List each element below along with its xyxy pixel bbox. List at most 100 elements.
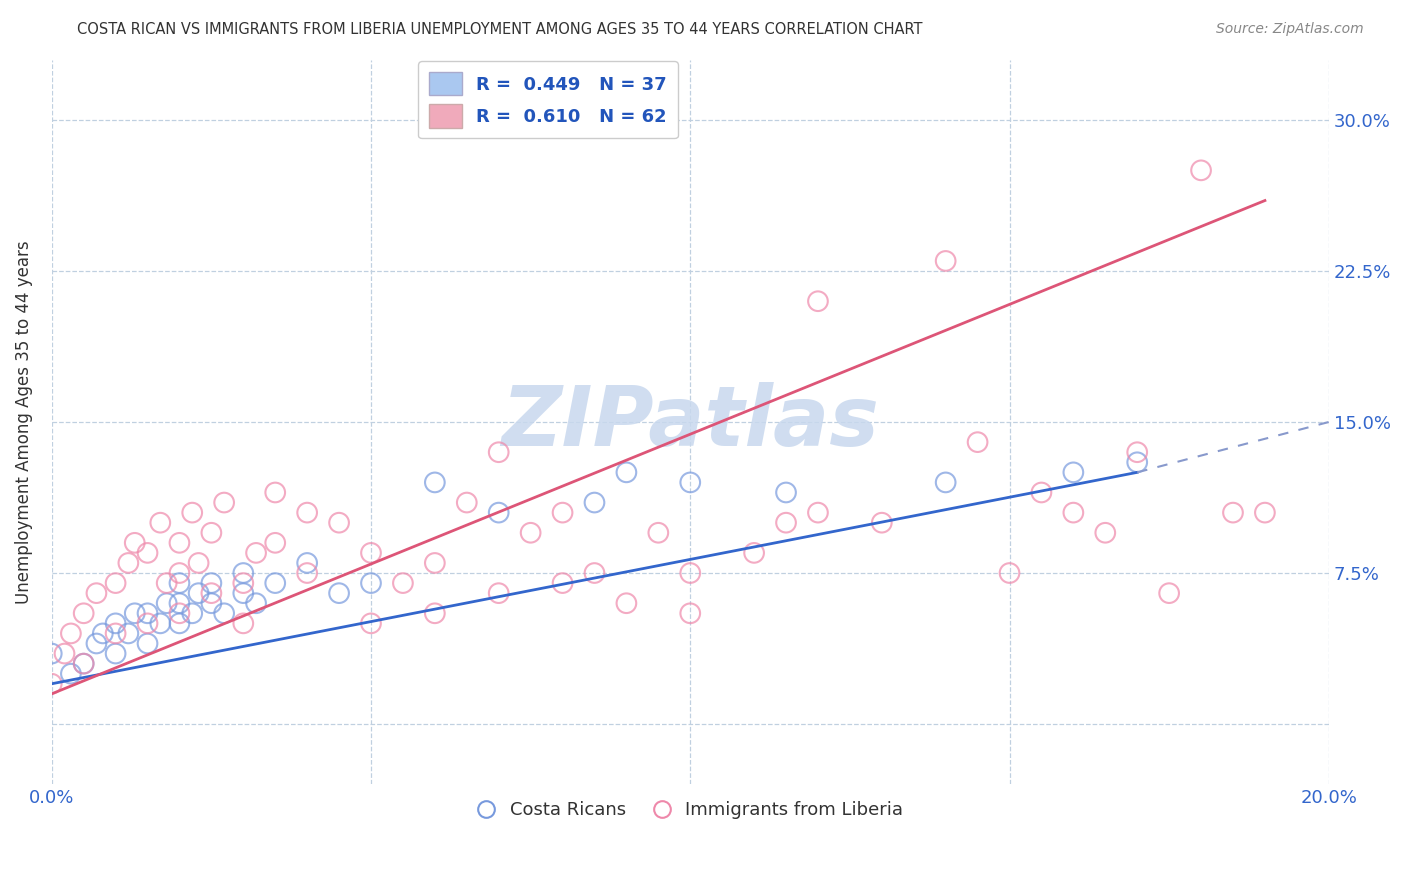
- Point: [187, 556, 209, 570]
- Point: [616, 466, 638, 480]
- Point: [169, 616, 191, 631]
- Point: [360, 576, 382, 591]
- Point: [169, 536, 191, 550]
- Point: [679, 475, 702, 490]
- Point: [966, 435, 988, 450]
- Point: [73, 607, 96, 621]
- Point: [328, 586, 350, 600]
- Point: [86, 586, 108, 600]
- Point: [232, 616, 254, 631]
- Point: [295, 506, 318, 520]
- Point: [156, 576, 179, 591]
- Point: [583, 495, 606, 509]
- Text: ZIPatlas: ZIPatlas: [502, 382, 879, 463]
- Point: [73, 657, 96, 671]
- Point: [488, 445, 510, 459]
- Point: [456, 495, 478, 509]
- Point: [104, 647, 127, 661]
- Point: [1189, 163, 1212, 178]
- Point: [232, 576, 254, 591]
- Point: [104, 616, 127, 631]
- Point: [1159, 586, 1181, 600]
- Point: [136, 636, 159, 650]
- Point: [200, 596, 222, 610]
- Point: [73, 657, 96, 671]
- Point: [169, 576, 191, 591]
- Point: [1222, 506, 1244, 520]
- Point: [360, 616, 382, 631]
- Point: [169, 607, 191, 621]
- Point: [935, 475, 957, 490]
- Point: [423, 475, 446, 490]
- Y-axis label: Unemployment Among Ages 35 to 44 years: Unemployment Among Ages 35 to 44 years: [15, 240, 32, 604]
- Point: [156, 596, 179, 610]
- Point: [169, 566, 191, 580]
- Point: [181, 506, 204, 520]
- Point: [583, 566, 606, 580]
- Point: [295, 556, 318, 570]
- Point: [117, 626, 139, 640]
- Point: [245, 546, 267, 560]
- Point: [488, 586, 510, 600]
- Point: [124, 536, 146, 550]
- Point: [149, 516, 172, 530]
- Point: [264, 485, 287, 500]
- Point: [551, 506, 574, 520]
- Point: [551, 576, 574, 591]
- Point: [200, 525, 222, 540]
- Point: [86, 636, 108, 650]
- Point: [679, 566, 702, 580]
- Point: [328, 516, 350, 530]
- Point: [187, 586, 209, 600]
- Point: [264, 536, 287, 550]
- Point: [360, 546, 382, 560]
- Point: [1126, 445, 1149, 459]
- Point: [59, 666, 82, 681]
- Point: [53, 647, 76, 661]
- Point: [488, 506, 510, 520]
- Point: [200, 576, 222, 591]
- Point: [124, 607, 146, 621]
- Legend: Costa Ricans, Immigrants from Liberia: Costa Ricans, Immigrants from Liberia: [470, 794, 911, 826]
- Point: [91, 626, 114, 640]
- Point: [169, 596, 191, 610]
- Point: [212, 495, 235, 509]
- Point: [232, 566, 254, 580]
- Point: [41, 647, 63, 661]
- Point: [423, 607, 446, 621]
- Point: [1254, 506, 1277, 520]
- Point: [1031, 485, 1053, 500]
- Point: [149, 616, 172, 631]
- Point: [616, 596, 638, 610]
- Point: [264, 576, 287, 591]
- Point: [245, 596, 267, 610]
- Point: [117, 556, 139, 570]
- Point: [998, 566, 1021, 580]
- Point: [742, 546, 765, 560]
- Point: [104, 626, 127, 640]
- Point: [41, 677, 63, 691]
- Point: [181, 607, 204, 621]
- Point: [870, 516, 893, 530]
- Point: [212, 607, 235, 621]
- Point: [647, 525, 669, 540]
- Point: [295, 566, 318, 580]
- Point: [136, 616, 159, 631]
- Text: Source: ZipAtlas.com: Source: ZipAtlas.com: [1216, 22, 1364, 37]
- Point: [679, 607, 702, 621]
- Point: [392, 576, 415, 591]
- Point: [775, 516, 797, 530]
- Point: [136, 546, 159, 560]
- Point: [775, 485, 797, 500]
- Point: [136, 607, 159, 621]
- Point: [59, 626, 82, 640]
- Point: [1094, 525, 1116, 540]
- Point: [1062, 466, 1084, 480]
- Point: [232, 586, 254, 600]
- Point: [1062, 506, 1084, 520]
- Point: [200, 586, 222, 600]
- Point: [1126, 455, 1149, 469]
- Text: COSTA RICAN VS IMMIGRANTS FROM LIBERIA UNEMPLOYMENT AMONG AGES 35 TO 44 YEARS CO: COSTA RICAN VS IMMIGRANTS FROM LIBERIA U…: [77, 22, 922, 37]
- Point: [807, 294, 830, 309]
- Point: [423, 556, 446, 570]
